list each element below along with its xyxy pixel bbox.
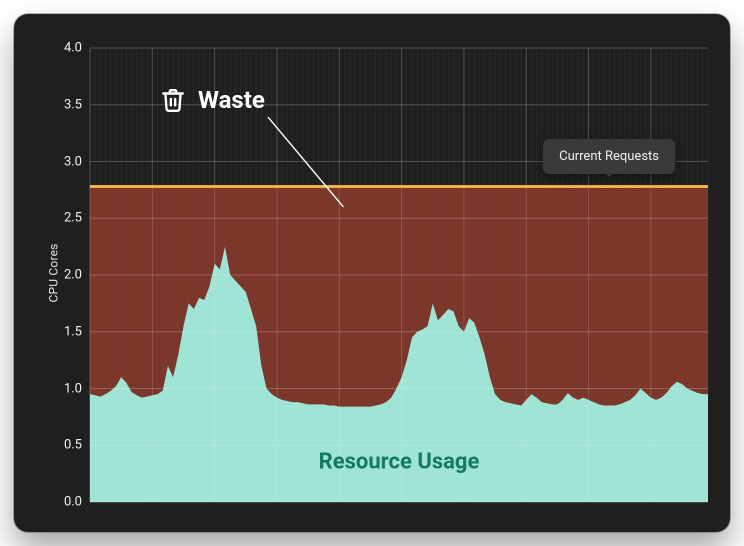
y-tick-label: 2.5 xyxy=(64,211,82,226)
y-tick-label: 1.5 xyxy=(64,324,82,339)
waste-label: Waste xyxy=(198,86,265,114)
y-axis-label: CPU Cores xyxy=(47,243,61,302)
y-tick-label: 2.0 xyxy=(64,268,82,283)
y-tick-label: 3.0 xyxy=(64,154,82,169)
waste-annotation: Waste xyxy=(158,85,265,115)
y-tick-label: 0.5 xyxy=(64,438,82,453)
trash-icon xyxy=(158,85,188,115)
y-tick-label: 3.5 xyxy=(64,97,82,112)
plot-area: 0.00.51.01.52.02.53.03.54.0WasteResource… xyxy=(90,48,708,502)
chart-panel: CPU Cores 0.00.51.01.52.02.53.03.54.0Was… xyxy=(14,14,730,532)
y-tick-label: 0.0 xyxy=(64,495,82,510)
y-tick-label: 4.0 xyxy=(64,41,82,56)
chart-svg xyxy=(90,48,708,502)
current-requests-tooltip: Current Requests xyxy=(543,139,675,174)
usage-annotation: Resource Usage xyxy=(319,450,480,475)
y-tick-label: 1.0 xyxy=(64,381,82,396)
